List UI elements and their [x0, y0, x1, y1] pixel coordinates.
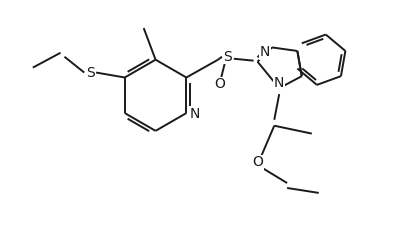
Text: S: S — [223, 50, 232, 64]
Text: N: N — [189, 107, 200, 121]
Text: O: O — [252, 155, 263, 169]
Text: N: N — [260, 45, 270, 60]
Text: S: S — [86, 65, 94, 79]
Text: N: N — [274, 76, 284, 90]
Text: O: O — [214, 77, 225, 91]
